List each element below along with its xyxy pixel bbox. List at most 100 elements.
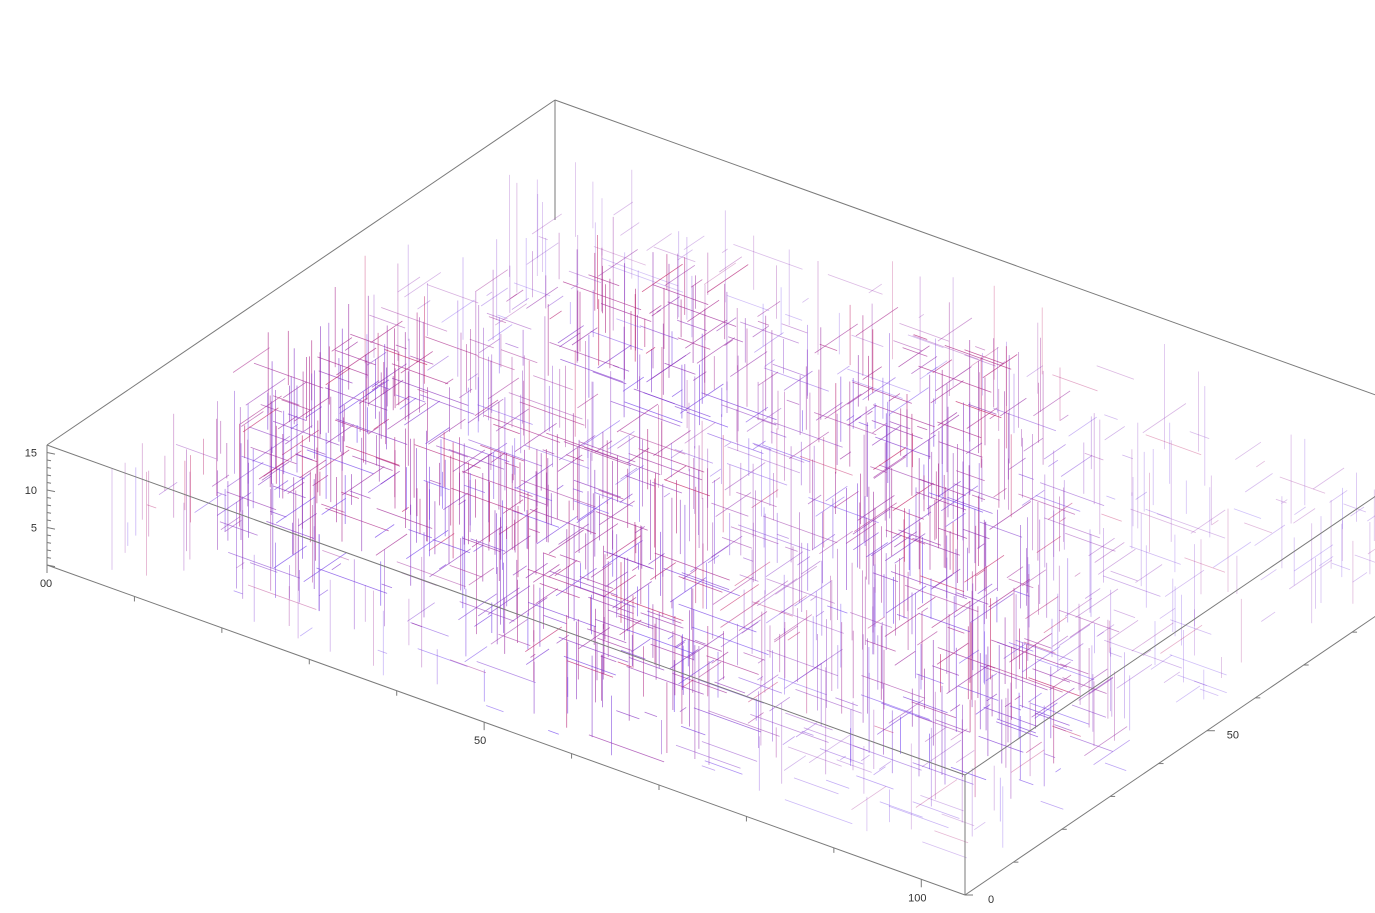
network-segment: [526, 242, 559, 265]
network-segment: [476, 661, 536, 683]
network-segment: [260, 404, 283, 413]
network-segment: [1260, 569, 1277, 581]
network-segment: [917, 425, 928, 431]
network-segment: [709, 468, 722, 477]
network-segment: [752, 580, 789, 605]
z-tick: [46, 527, 56, 530]
network-segment: [1193, 680, 1207, 686]
network-segment: [795, 722, 818, 738]
network-segment: [1318, 556, 1334, 567]
network-segment: [740, 321, 799, 344]
network-segment: [852, 381, 912, 404]
network-segment: [751, 489, 779, 509]
network-segment: [808, 734, 851, 764]
network-segment: [704, 760, 743, 775]
network-segment: [607, 609, 681, 637]
network-segment: [947, 626, 965, 634]
network-segment: [305, 406, 323, 419]
network-segment: [851, 786, 887, 811]
network-segment: [720, 584, 759, 611]
network-segment: [410, 355, 434, 365]
network-segment: [898, 529, 942, 546]
network-segment: [1010, 749, 1045, 773]
network-segment: [975, 569, 986, 577]
network-segment: [996, 718, 1037, 734]
network-segment: [523, 444, 590, 469]
network-segment: [1135, 491, 1148, 500]
network-segment: [654, 552, 730, 581]
network-segment: [449, 659, 487, 674]
network-segment: [914, 715, 964, 734]
network-segment: [977, 543, 985, 549]
network-segment: [726, 463, 788, 486]
network-segment: [1159, 607, 1176, 619]
network-segment: [670, 449, 683, 459]
network-segment: [957, 685, 999, 701]
network-segment: [1023, 437, 1044, 452]
network-segment: [815, 496, 845, 517]
network-segment: [1096, 365, 1135, 380]
network-segment: [921, 607, 929, 613]
network-segment: [746, 674, 779, 697]
network-segment: [814, 323, 858, 354]
network-segment: [719, 256, 743, 273]
network-segment: [226, 491, 277, 511]
network-segment: [595, 511, 648, 531]
network-segment: [774, 625, 799, 643]
network-segment: [649, 305, 662, 314]
network-segment: [861, 675, 926, 699]
network-segment: [966, 407, 998, 429]
network-segment: [920, 575, 965, 592]
network-segment: [1069, 735, 1113, 752]
network-segment: [756, 578, 798, 607]
network-segment: [1113, 609, 1136, 618]
network-segment: [459, 601, 515, 622]
network-segment: [613, 201, 634, 216]
z-tick: [46, 482, 52, 484]
network-segment: [947, 496, 993, 514]
network-segment: [533, 375, 573, 391]
network-segment: [1343, 503, 1367, 513]
network-segment: [240, 395, 282, 425]
network-segment: [964, 349, 1004, 365]
network-segment: [1367, 548, 1375, 555]
network-segment: [558, 523, 589, 545]
network-segment: [228, 552, 300, 579]
network-segment: [336, 347, 377, 376]
network-segment: [290, 423, 299, 430]
network-segment: [530, 653, 536, 658]
network-segment: [1169, 654, 1227, 676]
network-segment: [1052, 374, 1098, 392]
network-segment: [573, 479, 621, 498]
network-segment: [678, 659, 715, 685]
network-segment: [950, 766, 987, 781]
network-segment: [653, 246, 696, 263]
network-segment: [815, 402, 843, 421]
network-segment: [525, 648, 550, 665]
network-segment: [802, 297, 809, 303]
network-segment: [600, 303, 652, 322]
network-segment: [367, 426, 379, 435]
network-segment: [955, 750, 975, 763]
network-segment: [1084, 452, 1104, 461]
network-segment: [538, 236, 548, 241]
network-segment: [227, 461, 264, 488]
network-segment: [1109, 619, 1139, 640]
network-segment: [487, 377, 520, 400]
network-segment: [680, 636, 722, 652]
network-segment: [1244, 522, 1273, 534]
network-segment: [724, 441, 732, 447]
network-segment: [617, 615, 654, 629]
network-segment: [341, 491, 360, 499]
network-segment: [467, 398, 504, 424]
network-segment: [711, 477, 721, 484]
network-segment: [321, 503, 345, 513]
network-segment: [872, 572, 899, 583]
network-segment: [860, 694, 930, 720]
network-segment: [626, 666, 704, 695]
network-segment: [318, 589, 329, 597]
network-segment: [663, 479, 710, 497]
network-segment: [1156, 513, 1226, 539]
network-segment: [371, 363, 407, 388]
network-segment: [1102, 575, 1161, 597]
